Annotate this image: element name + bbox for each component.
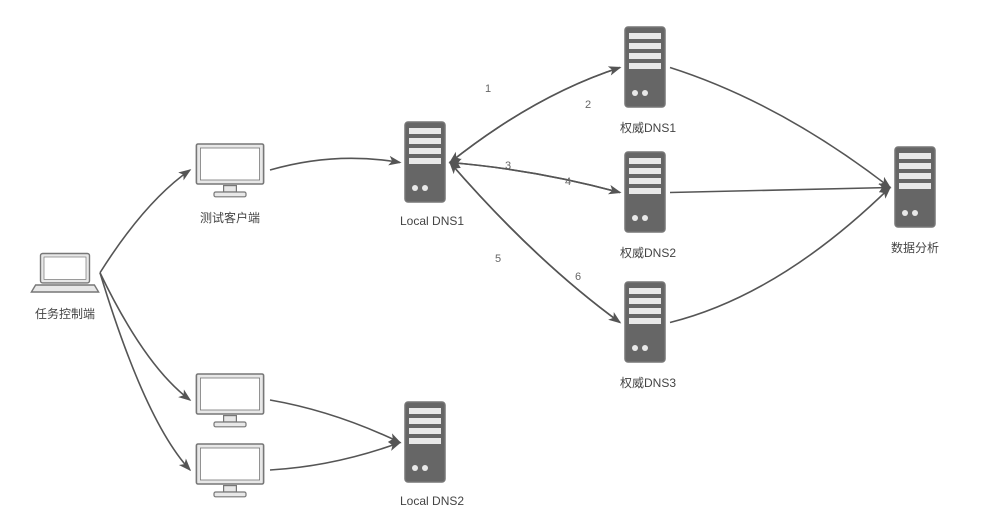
node-client1: 测试客户端 <box>190 140 270 226</box>
node-client3 <box>190 440 270 509</box>
monitor-icon <box>190 370 270 435</box>
node-adns2: 权威DNS2 <box>620 150 670 261</box>
diagram-canvas: 任务控制端 测试客户端 Local DNS1 Local DNS2 <box>0 0 1000 511</box>
node-adns1: 权威DNS1 <box>620 25 670 136</box>
node-label: 任务控制端 <box>30 305 100 322</box>
edge-adns1-ldns1 <box>450 68 620 163</box>
laptop-icon <box>30 250 100 301</box>
monitor-icon <box>190 440 270 505</box>
edge-number: 6 <box>575 271 581 283</box>
edge-task-client3 <box>100 273 190 470</box>
edge-adns3-ldns1 <box>450 163 620 323</box>
server-icon <box>620 280 670 370</box>
edge-number: 1 <box>485 83 491 95</box>
node-ldns2: Local DNS2 <box>400 400 450 508</box>
node-label: Local DNS2 <box>400 494 450 508</box>
node-label: 权威DNS1 <box>620 119 670 136</box>
edge-number: 3 <box>505 160 511 172</box>
node-task: 任务控制端 <box>30 250 100 322</box>
edge-number: 4 <box>565 176 571 188</box>
monitor-icon <box>190 140 270 205</box>
edge-adns1-analysis <box>670 68 890 188</box>
edge-ldns1-adns2 <box>450 163 620 193</box>
node-label: 权威DNS2 <box>620 244 670 261</box>
node-adns3: 权威DNS3 <box>620 280 670 391</box>
edge-client2-ldns2 <box>270 400 400 443</box>
server-icon <box>890 145 940 235</box>
node-label: 测试客户端 <box>190 209 270 226</box>
edge-number: 2 <box>585 99 591 111</box>
edge-adns3-analysis <box>670 188 890 323</box>
edge-task-client2 <box>100 273 190 400</box>
node-ldns1: Local DNS1 <box>400 120 450 228</box>
server-icon <box>620 150 670 240</box>
server-icon <box>400 120 450 210</box>
node-analysis: 数据分析 <box>890 145 940 256</box>
edge-client3-ldns2 <box>270 443 400 471</box>
edge-task-client1 <box>100 170 190 273</box>
edge-adns2-analysis <box>670 188 890 193</box>
node-label: Local DNS1 <box>400 214 450 228</box>
server-icon <box>620 25 670 115</box>
node-label: 权威DNS3 <box>620 374 670 391</box>
edge-adns2-ldns1 <box>450 163 620 193</box>
edge-ldns1-adns3 <box>450 163 620 323</box>
server-icon <box>400 400 450 490</box>
edge-number: 5 <box>495 253 501 265</box>
node-client2 <box>190 370 270 439</box>
edge-ldns1-adns1 <box>450 68 620 163</box>
edge-client1-ldns1 <box>270 158 400 170</box>
node-label: 数据分析 <box>890 239 940 256</box>
